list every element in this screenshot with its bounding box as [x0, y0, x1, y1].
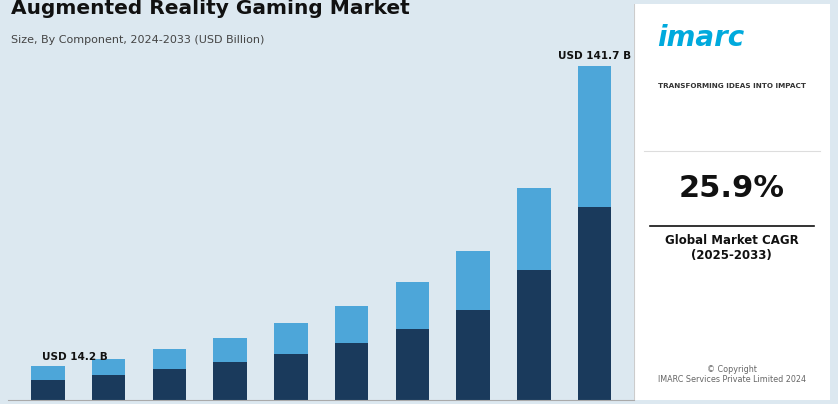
Bar — [214, 337, 247, 362]
Text: USD 14.2 B: USD 14.2 B — [42, 352, 107, 362]
Bar — [153, 369, 186, 400]
Bar — [274, 323, 308, 354]
Bar — [274, 354, 308, 400]
Bar — [578, 207, 611, 400]
Text: Augmented Reality Gaming Market: Augmented Reality Gaming Market — [12, 0, 410, 18]
Bar — [517, 270, 551, 400]
Bar — [517, 188, 551, 270]
Bar — [396, 329, 429, 400]
Bar — [335, 343, 369, 400]
Text: © Copyright
IMARC Services Private Limited 2024: © Copyright IMARC Services Private Limit… — [658, 365, 806, 384]
Text: Global Market CAGR
(2025-2033): Global Market CAGR (2025-2033) — [665, 234, 799, 262]
Text: TRANSFORMING IDEAS INTO IMPACT: TRANSFORMING IDEAS INTO IMPACT — [658, 83, 805, 89]
Bar — [335, 306, 369, 343]
Bar — [457, 251, 489, 310]
Text: imarc: imarc — [658, 24, 745, 52]
Bar — [578, 66, 611, 207]
Bar — [92, 375, 126, 400]
Bar — [92, 359, 126, 375]
Bar — [31, 366, 65, 380]
Bar — [214, 362, 247, 400]
Bar — [31, 380, 65, 400]
Bar — [457, 310, 489, 400]
Text: Size, By Component, 2024-2033 (USD Billion): Size, By Component, 2024-2033 (USD Billi… — [12, 35, 265, 45]
Bar — [396, 282, 429, 329]
Text: USD 141.7 B: USD 141.7 B — [558, 51, 631, 61]
Bar — [153, 349, 186, 369]
Text: 25.9%: 25.9% — [679, 174, 785, 203]
